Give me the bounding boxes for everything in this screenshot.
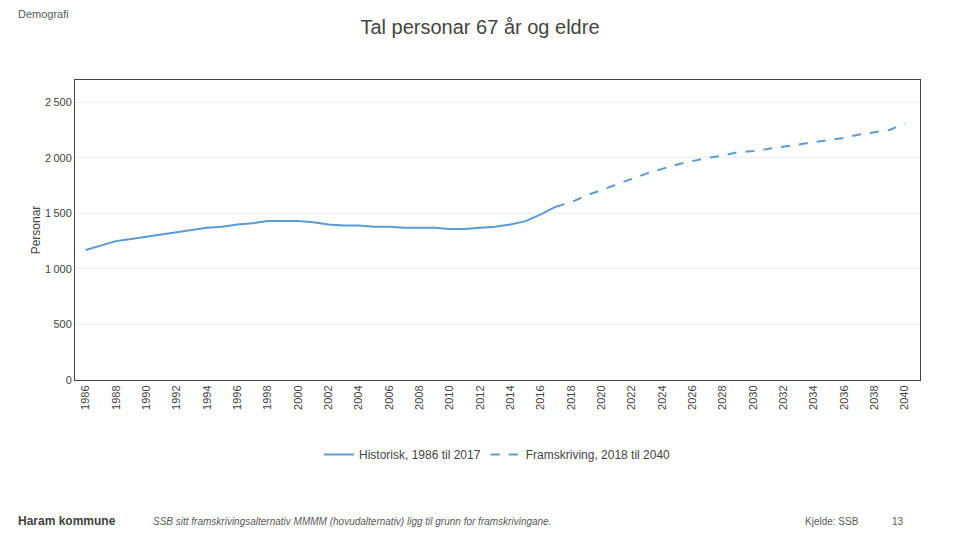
svg-text:2038: 2038 (868, 385, 880, 409)
svg-text:2004: 2004 (352, 385, 364, 409)
svg-text:2 000: 2 000 (45, 152, 72, 164)
svg-text:1988: 1988 (110, 385, 122, 409)
svg-text:1996: 1996 (231, 385, 243, 409)
svg-text:1990: 1990 (140, 385, 152, 409)
svg-text:2024: 2024 (656, 385, 668, 409)
svg-text:SSB sitt framskrivingsalternat: SSB sitt framskrivingsalternativ MMMM (h… (153, 516, 551, 527)
svg-text:2016: 2016 (534, 385, 546, 409)
svg-text:2006: 2006 (383, 385, 395, 409)
svg-text:2028: 2028 (716, 385, 728, 409)
svg-text:Haram kommune: Haram kommune (18, 514, 116, 528)
svg-text:Demografi: Demografi (18, 8, 69, 20)
svg-text:Kjelde: SSB: Kjelde: SSB (805, 516, 859, 527)
svg-text:1 500: 1 500 (45, 207, 72, 219)
svg-text:Tal personar 67 år og eldre: Tal personar 67 år og eldre (360, 16, 599, 38)
svg-text:2030: 2030 (747, 385, 759, 409)
svg-text:2026: 2026 (686, 385, 698, 409)
svg-text:2012: 2012 (474, 385, 486, 409)
svg-text:Historisk, 1986 til 2017: Historisk, 1986 til 2017 (359, 448, 481, 462)
svg-text:2 500: 2 500 (45, 96, 72, 108)
svg-text:Framskriving, 2018 til 2040: Framskriving, 2018 til 2040 (526, 448, 670, 462)
svg-text:2010: 2010 (443, 385, 455, 409)
svg-text:2034: 2034 (807, 385, 819, 409)
svg-text:2032: 2032 (777, 385, 789, 409)
svg-text:1986: 1986 (79, 385, 91, 409)
svg-text:Personar: Personar (29, 206, 43, 255)
svg-text:2002: 2002 (322, 385, 334, 409)
svg-text:500: 500 (53, 318, 71, 330)
svg-text:2036: 2036 (838, 385, 850, 409)
svg-text:2000: 2000 (292, 385, 304, 409)
svg-text:1994: 1994 (201, 385, 213, 409)
svg-text:13: 13 (892, 516, 904, 527)
svg-text:2008: 2008 (413, 385, 425, 409)
svg-text:1992: 1992 (170, 385, 182, 409)
svg-text:2020: 2020 (595, 385, 607, 409)
svg-text:0: 0 (66, 374, 72, 386)
svg-text:2014: 2014 (504, 385, 516, 409)
svg-text:2018: 2018 (565, 385, 577, 409)
svg-text:2022: 2022 (625, 385, 637, 409)
svg-text:1998: 1998 (261, 385, 273, 409)
svg-text:1 000: 1 000 (45, 263, 72, 275)
svg-text:2040: 2040 (898, 385, 910, 409)
